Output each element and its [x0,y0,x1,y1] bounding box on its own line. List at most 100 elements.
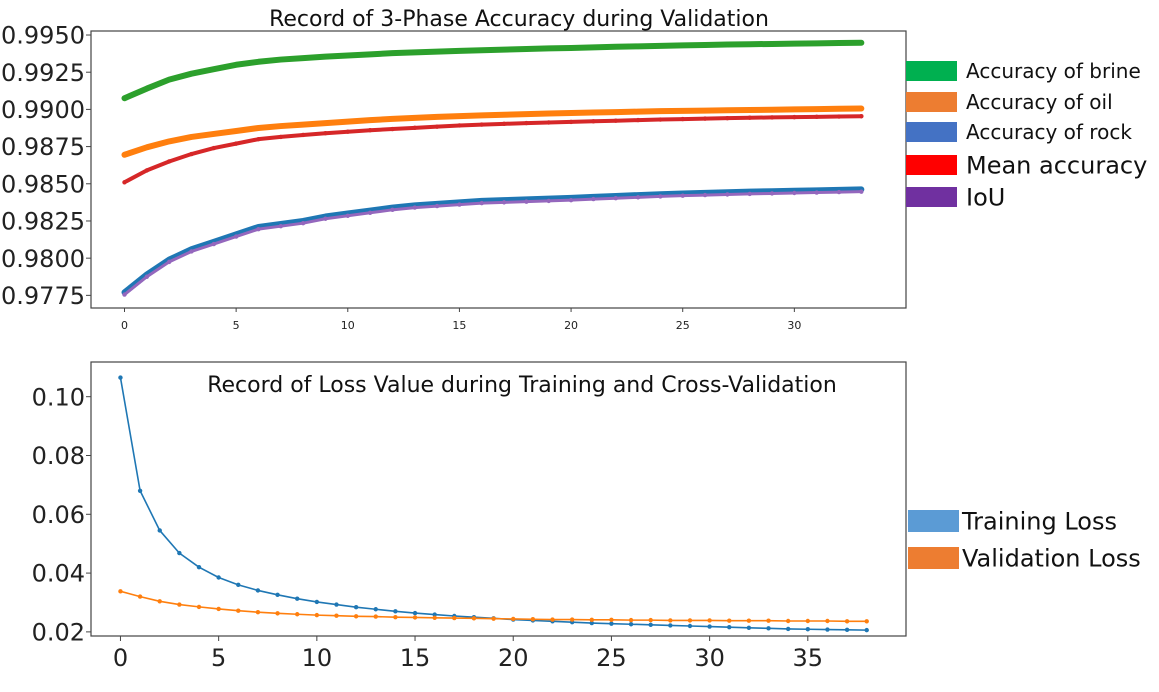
data-point-validation-loss [668,618,673,623]
data-point-accuracy-of-brine [859,40,864,45]
data-point-iou [769,191,775,196]
data-point-validation-loss [393,614,398,620]
data-point-validation-loss [452,615,457,621]
data-point-mean-accuracy [457,123,462,128]
data-point-training-loss [609,621,614,626]
x-tick-label: 20 [498,644,529,672]
data-point-accuracy-of-oil [390,116,395,122]
data-point-accuracy-of-oil [144,145,150,150]
data-point-iou [457,202,462,207]
data-point-accuracy-of-oil [836,106,842,112]
data-point-accuracy-of-oil [613,109,618,115]
data-point-accuracy-of-oil [457,113,462,119]
y-tick-label: 0.06 [32,501,85,529]
data-point-validation-loss [295,612,300,617]
data-point-accuracy-of-brine [546,46,551,51]
data-point-accuracy-of-brine [323,54,328,59]
data-point-validation-loss [314,612,320,618]
x-tick-label: 20 [564,319,578,332]
data-point-validation-loss [511,616,516,622]
legend-swatch-mean-accuracy [906,155,957,175]
data-point-training-loss [825,627,830,632]
data-point-accuracy-of-oil [479,113,484,118]
data-point-validation-loss [746,618,752,623]
data-point-training-loss [137,488,143,493]
data-point-mean-accuracy [390,126,395,132]
data-point-validation-loss [177,602,182,607]
data-point-training-loss [236,582,241,588]
data-point-mean-accuracy [524,120,529,126]
data-point-accuracy-of-oil [814,106,819,112]
data-point-validation-loss [707,618,712,623]
data-point-accuracy-of-brine [434,49,440,54]
data-point-training-loss [687,623,693,629]
data-point-validation-loss [216,606,221,612]
data-point-training-loss [177,550,182,556]
data-point-mean-accuracy [166,159,172,164]
data-point-accuracy-of-oil [501,112,507,117]
data-point-training-loss [864,627,869,633]
data-point-accuracy-of-brine [367,52,373,57]
legend-swatch-training-loss [908,510,959,532]
data-point-iou [390,207,395,213]
data-point-accuracy-of-oil [367,117,373,123]
y-tick-label: 0.9950 [1,22,85,50]
data-point-accuracy-of-brine [501,47,507,52]
data-point-training-loss [648,622,653,628]
data-point-validation-loss [118,589,123,594]
data-point-accuracy-of-oil [568,110,574,116]
data-point-iou [591,196,596,202]
data-point-accuracy-of-brine [122,96,127,101]
data-point-accuracy-of-brine [412,50,417,55]
data-point-accuracy-of-oil [591,110,596,115]
data-point-iou [814,190,819,195]
data-point-accuracy-of-oil [233,128,239,134]
data-point-mean-accuracy [300,132,306,138]
data-point-training-loss [766,626,771,631]
data-point-iou [367,210,373,215]
data-point-accuracy-of-oil [859,106,864,111]
data-point-accuracy-of-brine [658,43,663,49]
data-point-accuracy-of-oil [747,107,752,113]
data-point-accuracy-of-oil [769,107,775,112]
data-point-validation-loss [412,615,418,620]
data-point-accuracy-of-brine [702,42,708,48]
data-point-training-loss [118,375,123,380]
data-point-training-loss [432,612,437,617]
data-point-iou [524,199,529,204]
data-point-validation-loss [727,618,732,623]
loss-y-axis: 0.02 0.04 0.06 0.08 0.10 [32,383,91,647]
data-point-iou [166,259,172,265]
data-point-accuracy-of-oil [412,115,417,121]
x-tick-label: 35 [793,644,824,672]
data-point-iou [859,189,864,194]
data-point-iou [568,197,574,203]
data-point-iou [702,192,708,198]
x-tick-label: 30 [694,644,725,672]
x-tick-label: 5 [233,319,240,332]
data-point-accuracy-of-brine [211,67,217,72]
data-point-iou [635,195,641,200]
data-point-iou [233,234,239,239]
data-point-training-loss [295,596,300,601]
data-point-iou [836,189,842,195]
y-tick-label: 0.02 [32,619,85,647]
data-point-mean-accuracy [568,119,574,125]
x-tick-label: 25 [676,319,690,332]
data-point-iou [747,191,752,197]
data-point-validation-loss [864,619,869,624]
data-point-mean-accuracy [591,119,596,124]
x-tick-label: 10 [341,319,355,332]
data-point-validation-loss [255,609,261,615]
data-point-accuracy-of-oil [166,139,172,144]
data-point-iou [792,190,797,196]
series-line-accuracy-of-brine [121,39,865,102]
data-point-validation-loss [491,616,496,621]
data-point-training-loss [628,622,634,627]
data-point-training-loss [353,604,359,610]
data-point-accuracy-of-brine [166,77,172,82]
data-point-mean-accuracy [144,168,150,173]
data-point-accuracy-of-brine [300,55,306,61]
data-point-mean-accuracy [233,141,239,146]
